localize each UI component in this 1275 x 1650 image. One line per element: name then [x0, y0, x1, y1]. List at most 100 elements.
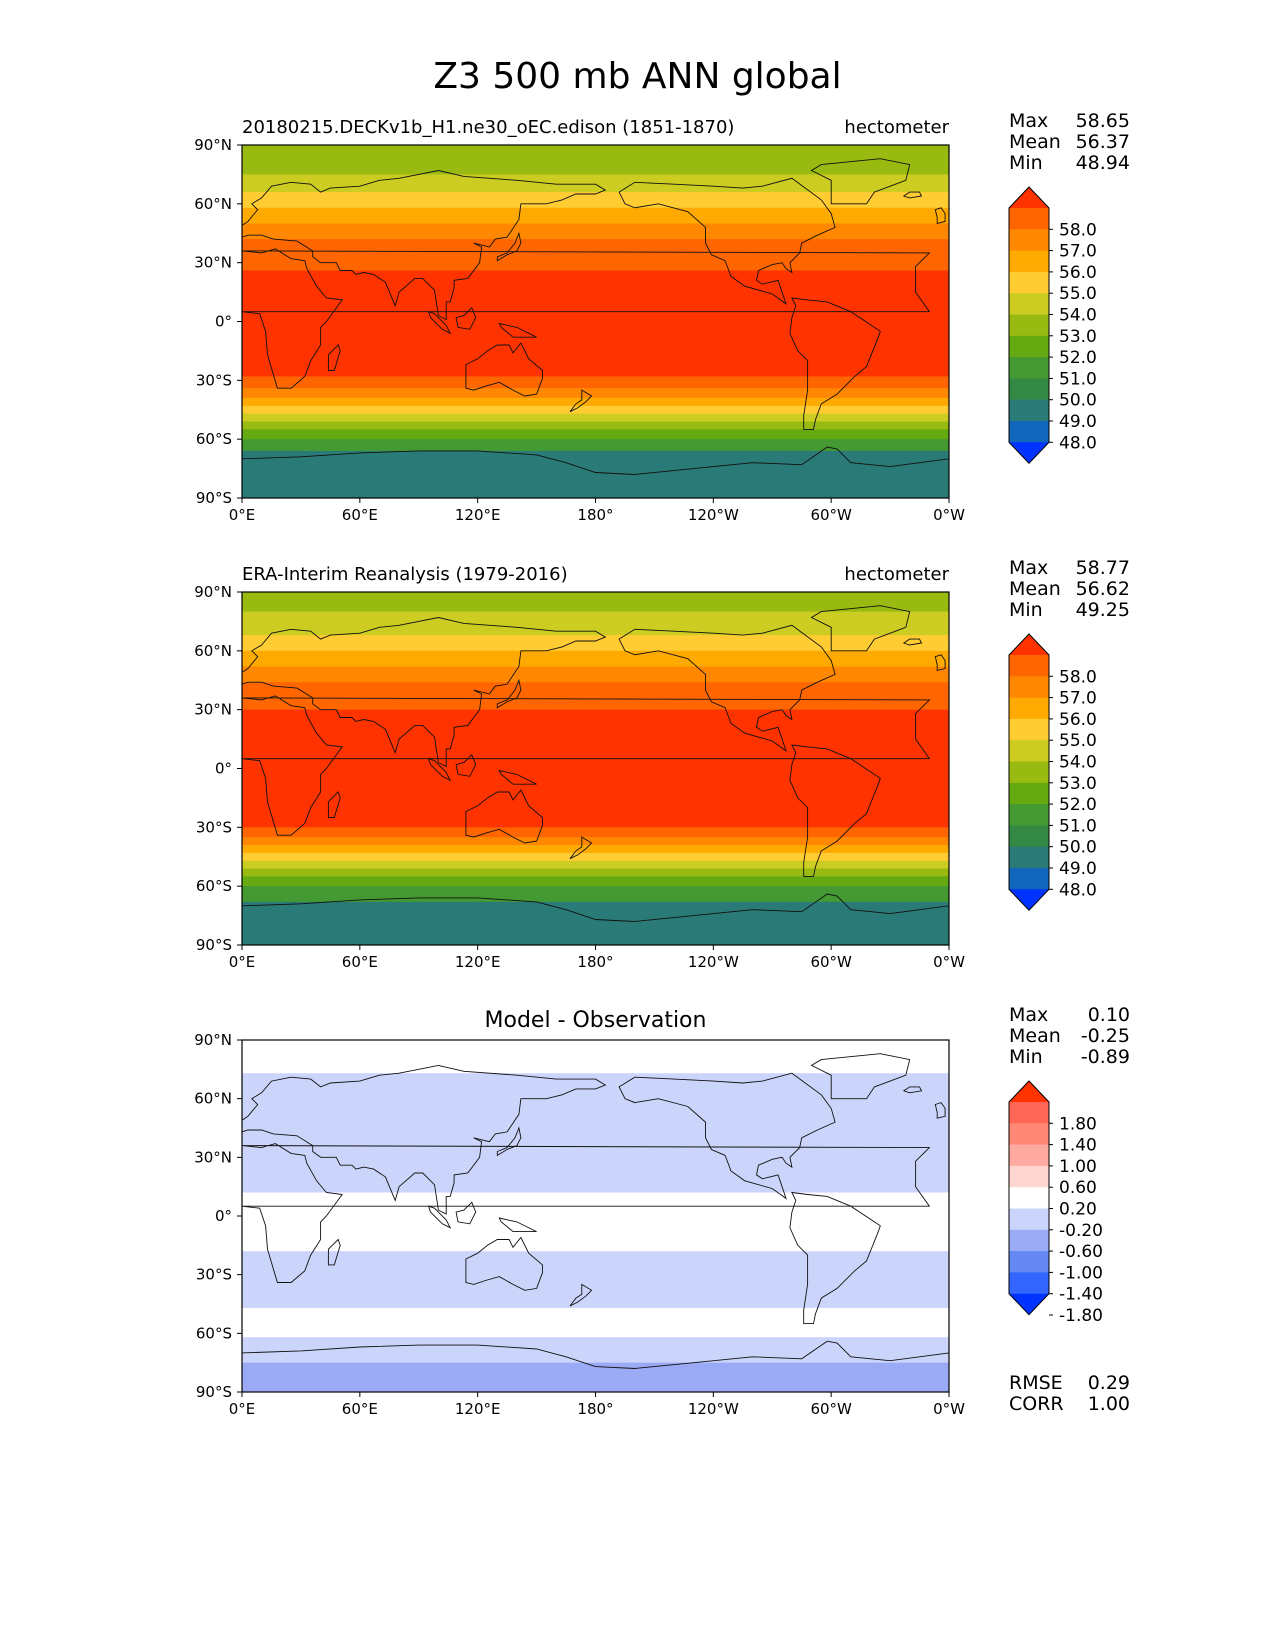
x-tick-label: 60°E — [342, 506, 378, 524]
coastline — [455, 307, 477, 330]
x-tick-label: 120°E — [455, 1400, 501, 1418]
colorbar-cell — [1009, 804, 1049, 826]
contour-band — [242, 868, 949, 877]
colorbar-label: 50.0 — [1059, 838, 1097, 858]
colorbar-extend-bottom — [1009, 889, 1049, 911]
coastline — [498, 769, 537, 785]
filled-contour-field — [242, 145, 949, 498]
contour-band — [242, 650, 949, 668]
colorbar-label: 51.0 — [1059, 816, 1097, 836]
map-panel-2: 0°E 60°E 120°E 180° 120°W 60°W 0°W 90°N 60°N 30°N… — [194, 557, 1130, 971]
colorbar-label: 48.0 — [1059, 433, 1097, 453]
colorbar-label: 58.0 — [1059, 667, 1097, 687]
contour-band — [242, 270, 949, 377]
y-tick-label: 0° — [215, 1207, 232, 1225]
colorbar-label: 52.0 — [1059, 795, 1097, 815]
filled-contour-field — [242, 1040, 949, 1392]
x-tick-label: 180° — [577, 953, 613, 971]
error-stat-value: 1.00 — [1088, 1393, 1130, 1415]
y-tick-label: 90°S — [196, 489, 232, 507]
contour-band — [242, 682, 949, 697]
x-tick-label: 120°E — [455, 953, 501, 971]
x-tick-label: 60°W — [810, 506, 852, 524]
y-tick-label: 30°S — [196, 1266, 232, 1284]
contour-band — [242, 1251, 949, 1309]
x-tick-label: 0°E — [229, 506, 256, 524]
colorbar-cell — [1009, 655, 1049, 677]
contour-band — [242, 192, 949, 209]
stat-label: Min — [1009, 599, 1043, 621]
stat-value: -0.89 — [1081, 1046, 1130, 1068]
coastline — [496, 678, 522, 709]
colorbar-label: 54.0 — [1059, 306, 1097, 326]
stat-value: -0.25 — [1081, 1025, 1130, 1047]
colorbar-label: 58.0 — [1059, 220, 1097, 240]
coastline — [427, 310, 452, 335]
stat-value: 58.65 — [1076, 110, 1130, 132]
colorbar: 1.801.401.000.600.20-0.20-0.60-1.00-1.40… — [1008, 1080, 1103, 1326]
coastline — [242, 893, 949, 945]
contour-band — [242, 450, 949, 498]
y-tick-label: 90°N — [194, 136, 232, 154]
contour-band — [242, 1307, 949, 1338]
contour-band — [242, 254, 949, 272]
colorbar-label: 54.0 — [1059, 753, 1097, 773]
contour-band — [242, 1362, 949, 1392]
y-tick-label: 90°S — [196, 936, 232, 954]
contour-band — [242, 207, 949, 224]
x-tick-label: 0°W — [933, 506, 965, 524]
y-tick-label: 60°S — [196, 430, 232, 448]
contour-band — [242, 223, 949, 240]
colorbar-cell — [1009, 399, 1049, 422]
y-tick-label: 90°S — [196, 1383, 232, 1401]
colorbar-cell — [1009, 250, 1049, 273]
colorbar-label: 0.20 — [1059, 1200, 1097, 1220]
coastline — [789, 1191, 881, 1325]
coastline — [465, 342, 543, 397]
colorbar-cell — [1009, 1144, 1049, 1167]
colorbar-cell — [1009, 1272, 1049, 1295]
colorbar-label: 49.0 — [1059, 859, 1097, 879]
stat-label: Mean — [1009, 131, 1061, 153]
error-stat-label: CORR — [1009, 1393, 1064, 1415]
colorbar-cell — [1009, 378, 1049, 401]
x-tick-label: 60°W — [810, 1400, 852, 1418]
contour-band — [242, 413, 949, 423]
panel-units: hectometer — [844, 564, 949, 585]
contour-band — [242, 145, 949, 160]
colorbar-cell — [1009, 1208, 1049, 1231]
colorbar-cell — [1009, 825, 1049, 848]
coastline — [934, 207, 946, 224]
contour-band — [242, 158, 949, 175]
coastline — [242, 695, 931, 836]
x-tick-label: 0°E — [229, 1400, 256, 1418]
coastline — [810, 1053, 911, 1100]
colorbar-cell — [1009, 761, 1049, 784]
stat-value: 49.25 — [1076, 599, 1130, 621]
stat-label: Max — [1009, 557, 1048, 579]
coastline — [427, 757, 452, 782]
error-stat-label: RMSE — [1009, 1372, 1063, 1394]
y-tick-label: 60°N — [194, 642, 232, 660]
colorbar-label: 56.0 — [1059, 710, 1097, 730]
stat-value: 56.62 — [1076, 578, 1130, 600]
coastline — [789, 744, 881, 877]
coastline — [242, 248, 931, 389]
y-tick-label: 60°S — [196, 1324, 232, 1342]
x-tick-label: 0°E — [229, 953, 256, 971]
coastline — [242, 617, 607, 768]
stat-label: Min — [1009, 152, 1043, 174]
contour-band — [242, 397, 949, 407]
coastline — [496, 231, 522, 262]
contour-band — [242, 376, 949, 389]
panel-title: ERA-Interim Reanalysis (1979-2016) — [242, 564, 568, 585]
filled-contour-field — [242, 592, 949, 945]
colorbar-label: 56.0 — [1059, 263, 1097, 283]
map-panel-3: 0°E 60°E 120°E 180° 120°W 60°W 0°W 90°N 60°N 30°N… — [194, 1004, 1130, 1418]
coastline — [327, 1238, 341, 1266]
colorbar-cell — [1009, 229, 1049, 251]
coastline — [810, 158, 911, 205]
contour-band — [242, 901, 949, 945]
x-tick-label: 60°E — [342, 953, 378, 971]
panel-title: Model - Observation — [485, 1008, 707, 1033]
